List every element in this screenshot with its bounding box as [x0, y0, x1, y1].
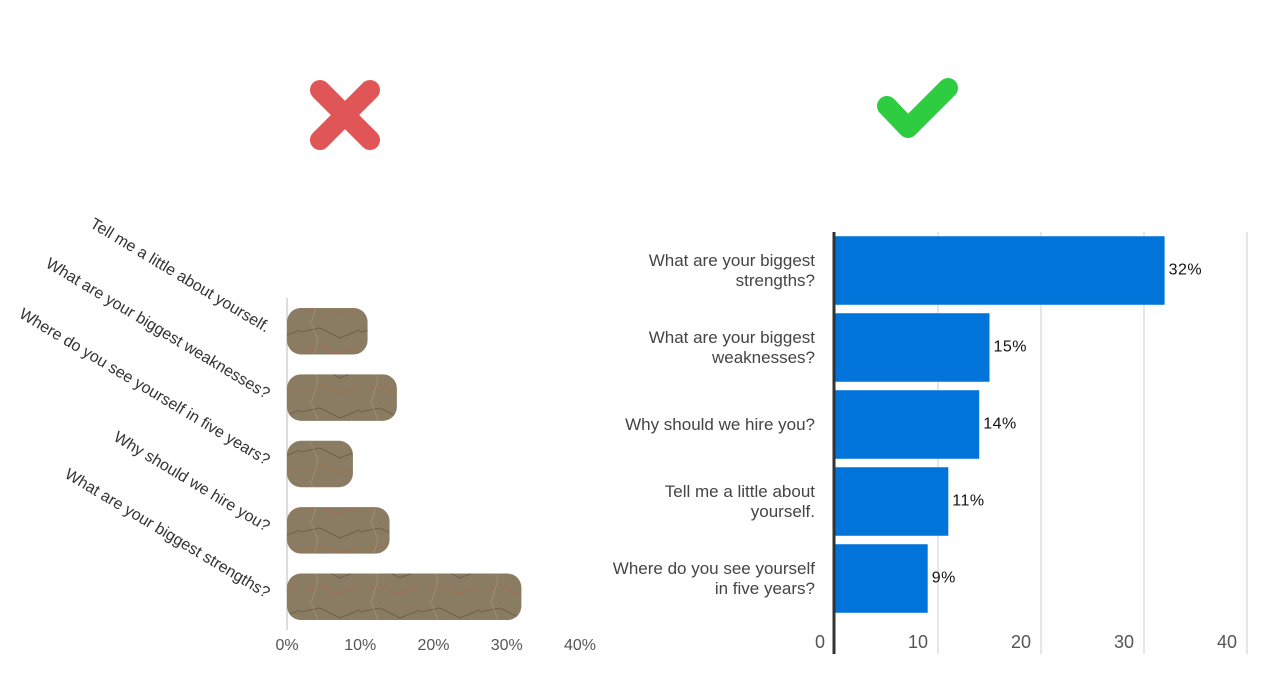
value-label: 9% [932, 570, 956, 587]
category-label: What are your biggest strengths? [62, 466, 273, 602]
bar [287, 374, 397, 421]
category-label: Where do you see yourself in five years? [612, 558, 815, 598]
value-label: 32% [1169, 262, 1203, 279]
category-label: What are your biggest strengths? [648, 250, 815, 290]
category-label: Why should we hire you? [625, 414, 815, 434]
bar [835, 390, 980, 459]
x-tick-label: 10 [908, 632, 928, 652]
x-tick-label: 20 [1011, 632, 1031, 652]
bar [835, 467, 949, 536]
bar [287, 573, 522, 621]
value-label: 14% [983, 416, 1017, 433]
bar [835, 236, 1165, 305]
x-tick-label: 30 [1114, 632, 1134, 652]
value-label: 15% [994, 339, 1028, 356]
check-icon [877, 78, 958, 138]
cross-icon [310, 80, 380, 150]
x-tick-label: 40 [1217, 632, 1237, 652]
category-label: What are your biggest weaknesses? [648, 327, 815, 367]
value-label: 11% [952, 493, 984, 510]
bar [287, 507, 390, 554]
bar [287, 307, 368, 355]
x-tick-label: 0 [815, 632, 825, 652]
x-tick-label: 30% [491, 637, 523, 654]
bar [287, 440, 353, 488]
category-label: Tell me a little about yourself. [664, 481, 815, 521]
category-label: What are your biggest weaknesses? [43, 255, 273, 402]
x-tick-label: 10% [344, 637, 376, 654]
bar [835, 313, 990, 382]
category-label: Tell me a little about yourself. [87, 215, 273, 336]
bar [835, 544, 928, 613]
x-tick-label: 40% [564, 637, 596, 654]
x-tick-label: 0% [275, 637, 298, 654]
x-tick-label: 20% [417, 637, 449, 654]
